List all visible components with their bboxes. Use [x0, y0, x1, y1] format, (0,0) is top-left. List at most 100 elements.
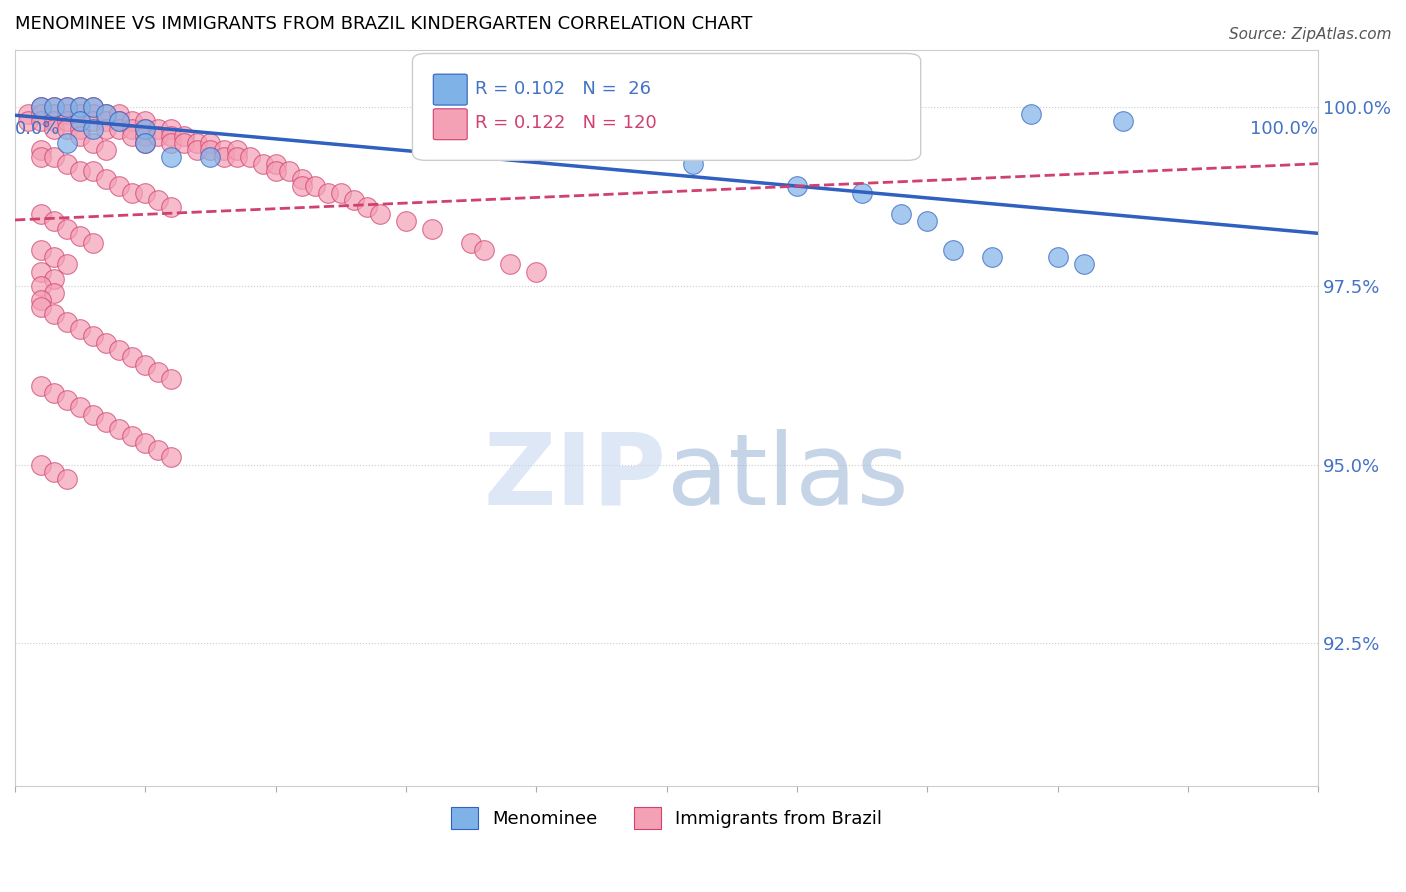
Point: [82, 121, 104, 136]
Point: [395, 214, 418, 228]
Point: [42, 150, 65, 164]
Point: [30, 100, 52, 114]
Point: [160, 200, 183, 214]
Point: [121, 128, 143, 143]
Point: [108, 114, 131, 128]
Point: [42, 121, 65, 136]
Point: [30, 379, 52, 393]
Point: [56, 157, 79, 171]
Point: [96, 114, 118, 128]
Point: [82, 164, 104, 178]
Point: [96, 107, 118, 121]
Point: [56, 472, 79, 486]
Point: [82, 107, 104, 121]
Point: [69, 121, 91, 136]
Point: [82, 136, 104, 150]
Point: [56, 257, 79, 271]
Point: [69, 100, 91, 114]
Point: [96, 171, 118, 186]
Text: Source: ZipAtlas.com: Source: ZipAtlas.com: [1229, 27, 1392, 42]
Point: [42, 214, 65, 228]
Text: 0.0%: 0.0%: [15, 120, 60, 138]
Point: [134, 121, 156, 136]
Point: [239, 150, 262, 164]
Point: [56, 107, 79, 121]
Point: [291, 171, 314, 186]
Point: [82, 329, 104, 343]
Point: [42, 308, 65, 322]
Point: [915, 214, 938, 228]
Point: [30, 458, 52, 472]
Point: [1021, 107, 1043, 121]
Point: [69, 107, 91, 121]
FancyBboxPatch shape: [412, 54, 921, 161]
Point: [225, 143, 247, 157]
Point: [82, 235, 104, 250]
Point: [56, 100, 79, 114]
Point: [148, 443, 170, 458]
Point: [108, 114, 131, 128]
Point: [42, 250, 65, 264]
Point: [981, 250, 1004, 264]
FancyBboxPatch shape: [433, 74, 467, 105]
Point: [82, 100, 104, 114]
Text: ZIP: ZIP: [484, 428, 666, 525]
Point: [1073, 257, 1095, 271]
Point: [69, 322, 91, 336]
Point: [30, 264, 52, 278]
Point: [200, 150, 222, 164]
Point: [30, 278, 52, 293]
Text: 100.0%: 100.0%: [1250, 120, 1319, 138]
Point: [69, 114, 91, 128]
Point: [108, 107, 131, 121]
Point: [368, 207, 391, 221]
Point: [42, 114, 65, 128]
Point: [329, 186, 352, 200]
Point: [160, 372, 183, 386]
Point: [252, 157, 274, 171]
Point: [851, 186, 873, 200]
Point: [655, 100, 678, 114]
Text: R = 0.102   N =  26: R = 0.102 N = 26: [475, 80, 651, 98]
Point: [212, 150, 235, 164]
Point: [173, 136, 195, 150]
Point: [160, 121, 183, 136]
Point: [786, 178, 808, 193]
Point: [56, 315, 79, 329]
Point: [30, 107, 52, 121]
Point: [42, 107, 65, 121]
Point: [96, 121, 118, 136]
Point: [121, 121, 143, 136]
Point: [56, 393, 79, 408]
Text: MENOMINEE VS IMMIGRANTS FROM BRAZIL KINDERGARTEN CORRELATION CHART: MENOMINEE VS IMMIGRANTS FROM BRAZIL KIND…: [15, 15, 752, 33]
Point: [121, 186, 143, 200]
Point: [316, 186, 339, 200]
Point: [524, 264, 547, 278]
Point: [1046, 250, 1069, 264]
Text: R = 0.122   N = 120: R = 0.122 N = 120: [475, 114, 657, 133]
Point: [148, 365, 170, 379]
Point: [186, 143, 208, 157]
Point: [108, 121, 131, 136]
Point: [96, 336, 118, 351]
Point: [291, 178, 314, 193]
Point: [890, 207, 912, 221]
Point: [134, 121, 156, 136]
Point: [225, 150, 247, 164]
Point: [121, 429, 143, 443]
Point: [17, 114, 39, 128]
Point: [472, 243, 495, 257]
Point: [212, 143, 235, 157]
Point: [56, 221, 79, 235]
Point: [56, 121, 79, 136]
Point: [682, 157, 704, 171]
Point: [82, 100, 104, 114]
Point: [277, 164, 299, 178]
Point: [134, 114, 156, 128]
Point: [108, 343, 131, 358]
Point: [96, 415, 118, 429]
Point: [30, 301, 52, 315]
Point: [30, 114, 52, 128]
Point: [42, 100, 65, 114]
Point: [96, 143, 118, 157]
